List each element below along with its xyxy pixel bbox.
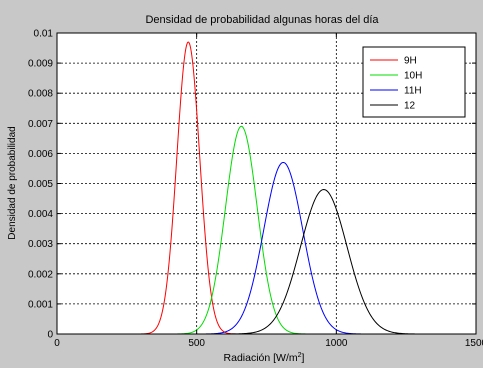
y-tick-label: 0 xyxy=(47,330,53,341)
y-tick-label: 0.007 xyxy=(28,119,53,130)
x-tick-label: 500 xyxy=(188,338,205,349)
legend-label-10H: 10H xyxy=(404,71,422,82)
y-tick-label: 0.004 xyxy=(28,209,53,220)
x-axis-label-close: ] xyxy=(302,352,305,364)
chart-title: Densidad de probabilidad algunas horas d… xyxy=(145,14,379,26)
y-tick-label: 0.009 xyxy=(28,59,53,70)
x-tick-label: 0 xyxy=(54,338,60,349)
x-axis-label-text: Radiación [W/m xyxy=(224,352,298,364)
y-tick-label: 0.001 xyxy=(28,299,53,310)
y-tick-label: 0.003 xyxy=(28,239,53,250)
y-tick-label: 0.006 xyxy=(28,149,53,160)
x-axis-label: Radiación [W/m2] xyxy=(224,352,305,364)
legend-label-12: 12 xyxy=(404,101,416,112)
y-tick-label: 0.01 xyxy=(34,29,54,40)
legend-label-11H: 11H xyxy=(404,86,422,97)
y-tick-label: 0.005 xyxy=(28,179,53,190)
x-axis-label-superscript: 2 xyxy=(298,352,302,359)
y-tick-label: 0.002 xyxy=(28,269,53,280)
y-axis-label: Densidad de probabilidad xyxy=(7,126,18,239)
legend-label-9H: 9H xyxy=(404,56,417,67)
y-tick-label: 0.008 xyxy=(28,89,53,100)
x-tick-label: 1000 xyxy=(325,338,348,349)
legend: 9H 10H 11H 12 xyxy=(362,46,466,118)
